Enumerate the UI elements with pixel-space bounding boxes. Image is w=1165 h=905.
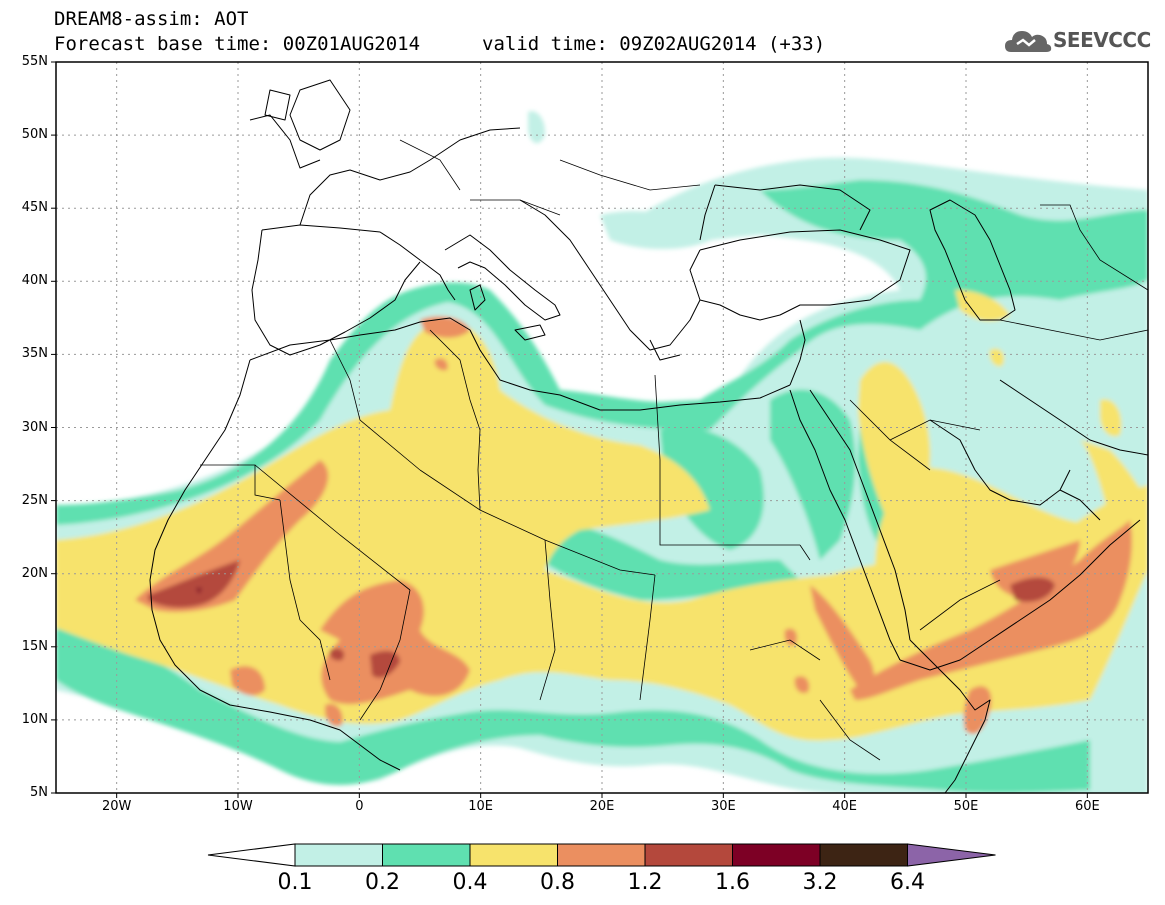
grid-lines	[56, 62, 1148, 793]
lat-label: 15N	[21, 638, 48, 654]
lon-label: 0	[355, 799, 364, 814]
lat-label: 10N	[21, 711, 48, 727]
lat-label: 50N	[21, 127, 48, 143]
lat-label: 35N	[21, 346, 48, 362]
lon-label: 10E	[468, 799, 494, 814]
lat-label: 5N	[30, 785, 48, 800]
lon-label: 20E	[589, 799, 615, 814]
lon-label: 30E	[710, 799, 736, 814]
logo-text: SEEVCCC	[1053, 28, 1151, 52]
aot-band-yellow	[56, 319, 1148, 741]
colorbar-label: 0.8	[540, 870, 575, 895]
lat-label: 30N	[21, 419, 48, 435]
lon-label: 10W	[223, 799, 253, 814]
coastlines	[149, 79, 1148, 793]
colorbar-label: 3.2	[802, 870, 838, 895]
lon-label: 20W	[101, 799, 132, 814]
lon-label: 40E	[832, 799, 858, 814]
country-borders	[200, 139, 1148, 761]
valid-time: valid time: 09Z02AUG2014 (+33)	[482, 33, 826, 55]
lat-label: 25N	[21, 492, 48, 508]
lat-label: 20N	[21, 565, 48, 581]
cloud-icon	[1005, 31, 1052, 52]
lon-label: 50E	[953, 799, 979, 814]
axis-ticks	[51, 61, 1088, 798]
lat-label: 45N	[21, 200, 48, 216]
colorbar-label: 0.4	[452, 870, 488, 895]
lon-label: 60E	[1074, 799, 1100, 814]
colorbar-label: 6.4	[890, 870, 925, 895]
colorbar-label: 1.6	[715, 870, 750, 895]
lat-label: 40N	[21, 273, 48, 289]
colorbar-label: 1.2	[627, 870, 663, 895]
colorbar-label: 0.1	[277, 870, 313, 895]
lat-label: 55N	[21, 54, 48, 69]
map-title: DREAM8-assim: AOT	[54, 8, 249, 30]
colorbar-label: 0.2	[365, 870, 400, 895]
seevccc-logo: SEEVCCC	[1001, 22, 1151, 58]
aot-band-green	[56, 180, 1148, 793]
aot-map	[51, 61, 1149, 798]
forecast-base-time: Forecast base time: 00Z01AUG2014	[54, 33, 421, 55]
aot-band-dark	[148, 560, 240, 608]
